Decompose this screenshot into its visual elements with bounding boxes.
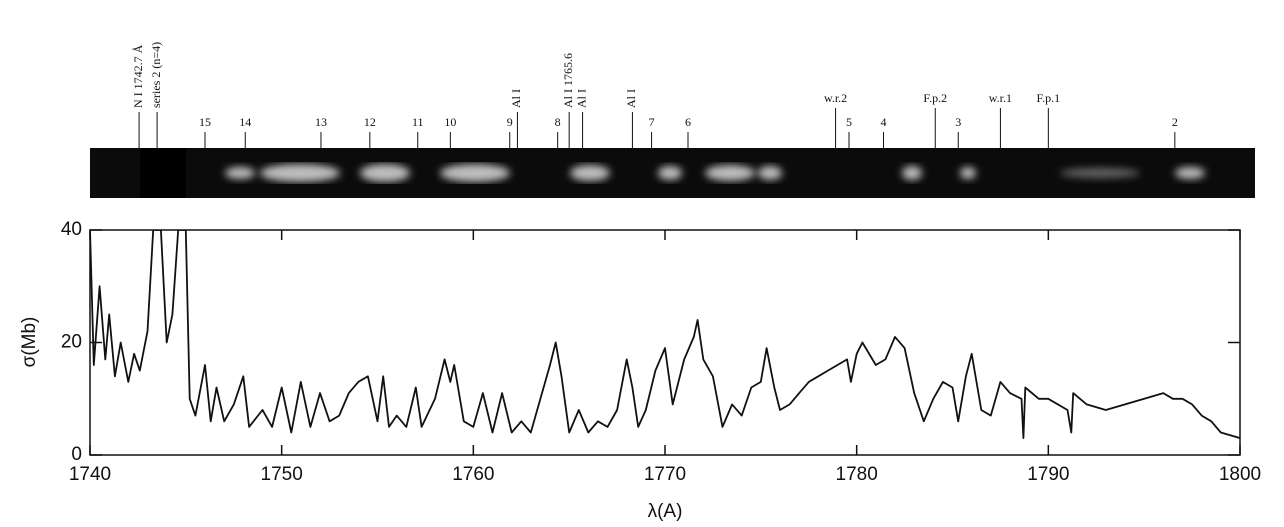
line-label: 13: [315, 115, 327, 129]
x-tick-label: 1800: [1219, 464, 1261, 485]
y-tick-label: 40: [61, 219, 82, 240]
line-label: 5: [846, 115, 852, 129]
line-label: 10: [444, 115, 456, 129]
line-label: Al I: [624, 89, 638, 108]
line-label: 15: [199, 115, 211, 129]
y-axis-label: σ(Mb): [19, 317, 40, 368]
x-tick-label: 1740: [69, 464, 111, 485]
line-label: 12: [364, 115, 376, 129]
line-label: 7: [649, 115, 655, 129]
line-label: F.p.1: [1036, 91, 1060, 105]
line-label: 6: [685, 115, 691, 129]
spectrum-plate: [90, 148, 1255, 198]
line-label: Al I: [509, 89, 523, 108]
line-label: 11: [412, 115, 424, 129]
y-tick-label: 0: [71, 444, 82, 465]
x-tick-label: 1750: [261, 464, 303, 485]
plot-frame: [89, 229, 1241, 456]
line-label: Al I: [574, 89, 588, 108]
line-label: N I 1742.7 Å: [131, 44, 145, 108]
line-label: 8: [555, 115, 561, 129]
x-tick-label: 1760: [452, 464, 494, 485]
line-label: Al I 1765.6: [561, 53, 575, 108]
line-label: 14: [239, 115, 251, 129]
x-tick-label: 1790: [1027, 464, 1069, 485]
line-label: w.r.2: [824, 91, 847, 105]
line-label: w.r.1: [989, 91, 1012, 105]
y-tick-label: 20: [61, 332, 82, 353]
line-label: 9: [507, 115, 513, 129]
x-tick-label: 1770: [644, 464, 686, 485]
x-tick-label: 1780: [836, 464, 878, 485]
line-label: F.p.2: [923, 91, 947, 105]
line-label: series 2 (n=4): [149, 42, 163, 108]
x-axis-label: λ(A): [648, 501, 683, 522]
spectrum-line: [90, 230, 1240, 439]
line-label: 3: [955, 115, 961, 129]
line-label: 4: [881, 115, 887, 129]
line-label: 2: [1172, 115, 1178, 129]
